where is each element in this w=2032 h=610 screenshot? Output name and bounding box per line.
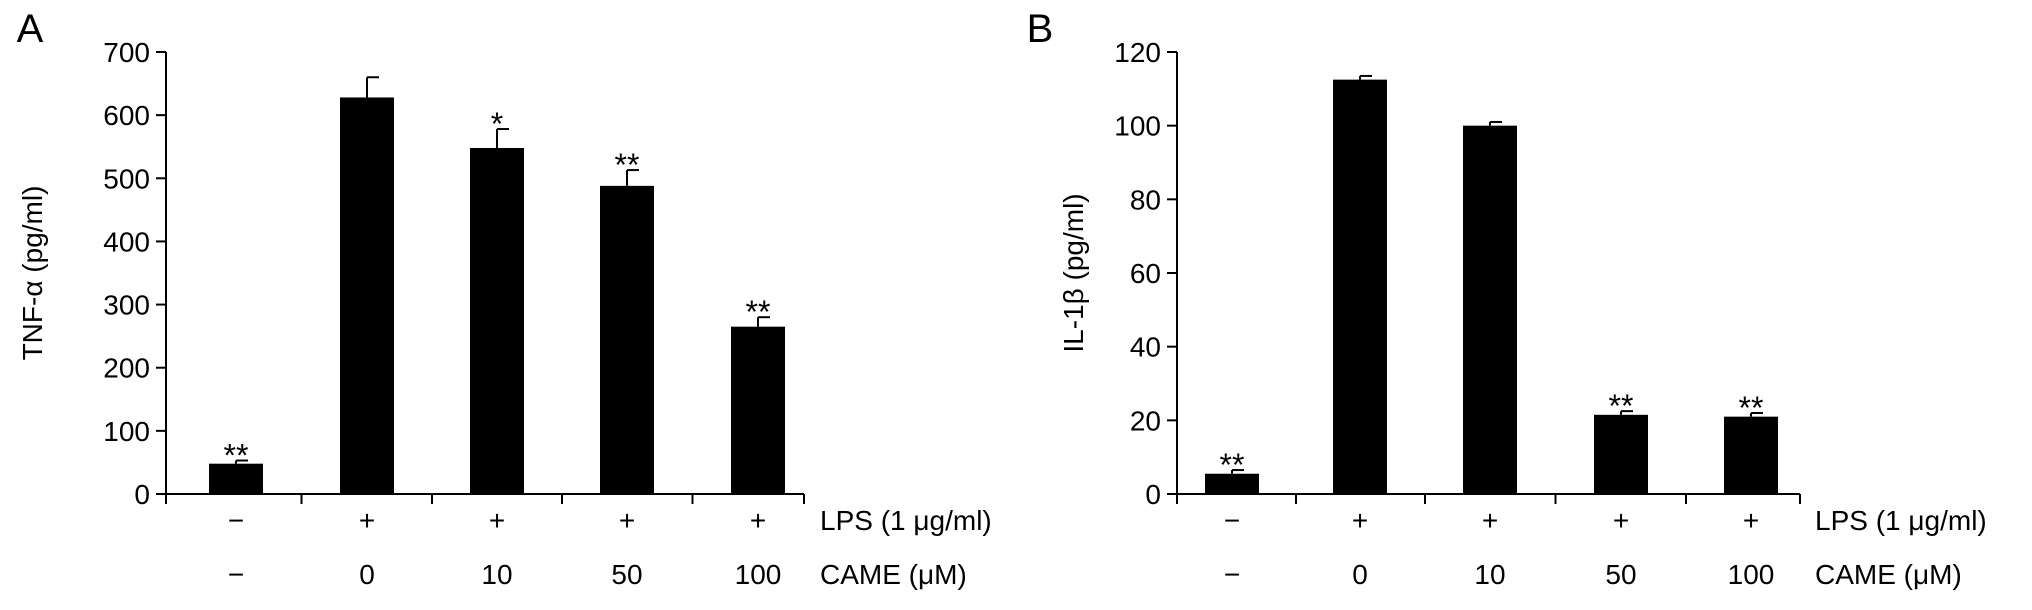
y-tick-label: 20 bbox=[1130, 405, 1161, 436]
treatment-row-label: LPS (1 μg/ml) bbox=[820, 505, 992, 536]
bar bbox=[1205, 473, 1259, 494]
y-tick-label: 40 bbox=[1130, 332, 1161, 363]
treatment-cell: 10 bbox=[1474, 559, 1505, 590]
treatment-cell: + bbox=[750, 505, 766, 536]
treatment-cell: 50 bbox=[611, 559, 642, 590]
treatment-cell: + bbox=[619, 505, 635, 536]
treatment-cell: 100 bbox=[735, 559, 782, 590]
treatment-cell: 10 bbox=[481, 559, 512, 590]
bar bbox=[600, 185, 654, 494]
y-tick-label: 0 bbox=[1145, 479, 1161, 510]
treatment-cell: 0 bbox=[1352, 559, 1368, 590]
y-tick-label: 300 bbox=[103, 290, 150, 321]
significance-mark: ** bbox=[1220, 447, 1245, 483]
treatment-row-label: CAME (μM) bbox=[820, 559, 967, 590]
panel-letter: A bbox=[17, 7, 44, 51]
treatment-row-label: CAME (μM) bbox=[1815, 559, 1962, 590]
treatment-cell: − bbox=[228, 559, 244, 590]
panel-letter: B bbox=[1027, 7, 1054, 51]
treatment-cell: − bbox=[1224, 505, 1240, 536]
bar bbox=[1463, 125, 1517, 495]
treatment-cell: + bbox=[359, 505, 375, 536]
treatment-cell: + bbox=[1482, 505, 1498, 536]
significance-mark: * bbox=[491, 106, 503, 142]
y-tick-label: 600 bbox=[103, 100, 150, 131]
treatment-cell: + bbox=[489, 505, 505, 536]
treatment-cell: + bbox=[1613, 505, 1629, 536]
y-tick-label: 100 bbox=[1114, 111, 1161, 142]
significance-mark: ** bbox=[224, 438, 249, 474]
y-tick-label: 80 bbox=[1130, 184, 1161, 215]
bar bbox=[731, 326, 785, 494]
y-axis-label: IL-1β (pg/ml) bbox=[1058, 193, 1089, 352]
bar bbox=[470, 147, 524, 494]
significance-mark: ** bbox=[615, 147, 640, 183]
significance-mark: ** bbox=[1609, 388, 1634, 424]
y-axis-label: TNF-α (pg/ml) bbox=[17, 186, 48, 361]
significance-mark: ** bbox=[746, 294, 771, 330]
y-tick-label: 700 bbox=[103, 37, 150, 68]
treatment-cell: 0 bbox=[359, 559, 375, 590]
y-tick-label: 0 bbox=[134, 479, 150, 510]
treatment-cell: − bbox=[228, 505, 244, 536]
y-tick-label: 400 bbox=[103, 226, 150, 257]
bar bbox=[1333, 79, 1387, 494]
treatment-cell: + bbox=[1743, 505, 1759, 536]
y-tick-label: 120 bbox=[1114, 37, 1161, 68]
treatment-cell: − bbox=[1224, 559, 1240, 590]
y-tick-label: 100 bbox=[103, 416, 150, 447]
bar bbox=[209, 463, 263, 494]
y-tick-label: 200 bbox=[103, 353, 150, 384]
bar bbox=[1594, 414, 1648, 494]
treatment-cell: + bbox=[1352, 505, 1368, 536]
bar bbox=[340, 97, 394, 494]
treatment-cell: 100 bbox=[1728, 559, 1775, 590]
treatment-cell: 50 bbox=[1605, 559, 1636, 590]
treatment-row-label: LPS (1 μg/ml) bbox=[1815, 505, 1987, 536]
y-tick-label: 500 bbox=[103, 163, 150, 194]
bar bbox=[1724, 416, 1778, 494]
significance-mark: ** bbox=[1739, 390, 1764, 426]
y-tick-label: 60 bbox=[1130, 258, 1161, 289]
